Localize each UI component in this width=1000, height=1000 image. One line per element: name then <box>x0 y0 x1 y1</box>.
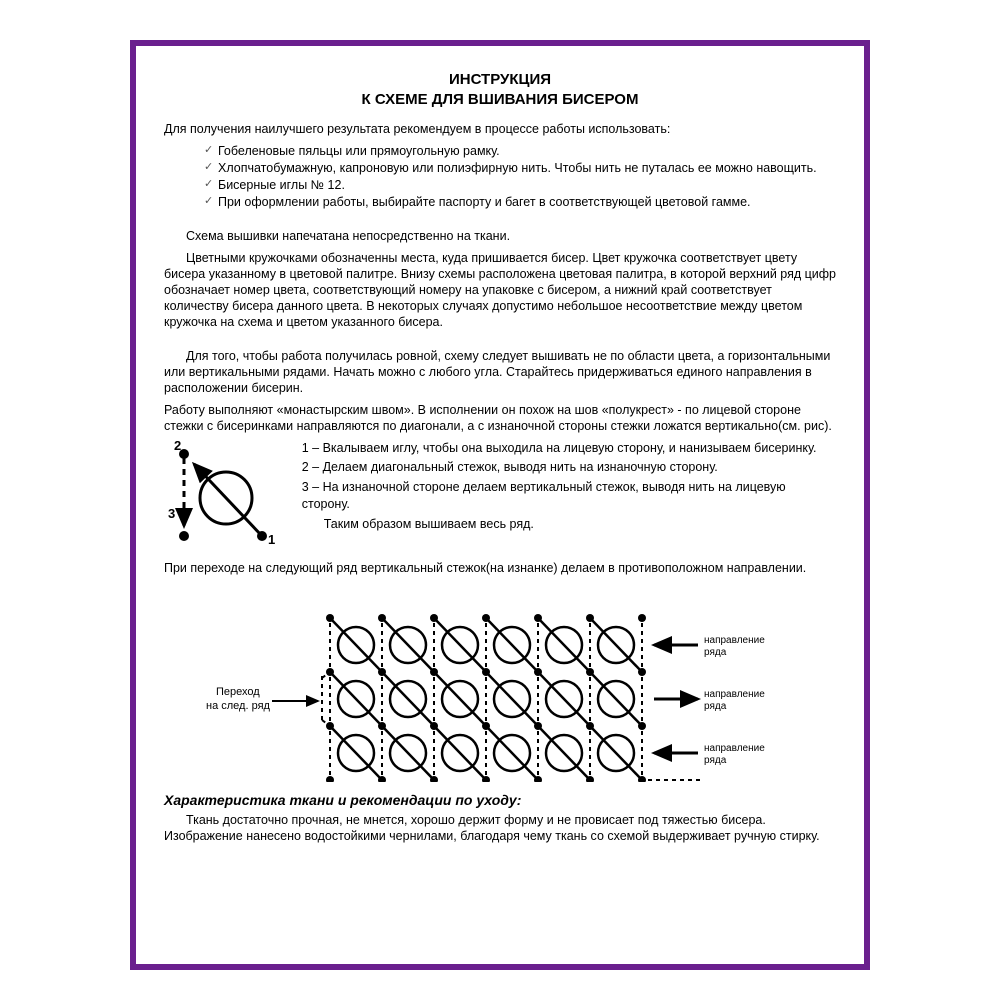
recommendation-item: При оформлении работы, выбирайте паспорт… <box>204 194 836 210</box>
document-frame: ИНСТРУКЦИЯ К СХЕМЕ ДЛЯ ВШИВАНИЯ БИСЕРОМ … <box>130 40 870 970</box>
step-1: 1 – Вкалываем иглу, чтобы она выходила н… <box>302 440 836 457</box>
stitch-diagram-row: 2 3 1 1 – Вкалываем иглу, чтобы она выходи… <box>164 440 836 550</box>
paragraph-scheme-printed: Схема вышивки напечатана непосредственно… <box>164 228 836 244</box>
recommendation-item: Хлопчатобумажную, капроновую или полиэфи… <box>204 160 836 176</box>
recommendation-item: Бисерные иглы № 12. <box>204 177 836 193</box>
paragraph-next-row: При переходе на следующий ряд вертикальн… <box>164 560 836 576</box>
svg-text:на след. ряд: на след. ряд <box>206 700 271 712</box>
step-summary: Таким образом вышиваем весь ряд. <box>302 516 836 533</box>
title-line-2: К СХЕМЕ ДЛЯ ВШИВАНИЯ БИСЕРОМ <box>362 91 639 108</box>
stitch-steps: 1 – Вкалываем иглу, чтобы она выходила н… <box>302 440 836 536</box>
recommendations-list: Гобеленовые пяльцы или прямоугольную рам… <box>204 143 836 210</box>
paragraph-monastery-stitch: Работу выполняют «монастырским швом». В … <box>164 402 836 434</box>
svg-text:направление: направление <box>704 689 765 700</box>
care-title: Характеристика ткани и рекомендации по у… <box>164 792 836 808</box>
svg-text:ряда: ряда <box>704 647 727 658</box>
step-3: 3 – На изнаночной стороне делаем вертика… <box>302 479 836 513</box>
svg-text:ряда: ряда <box>704 701 727 712</box>
paragraph-even-work: Для того, чтобы работа получилась ровной… <box>164 348 836 396</box>
svg-text:2: 2 <box>174 440 181 453</box>
svg-text:направление: направление <box>704 743 765 754</box>
step-2: 2 – Делаем диагональный стежок, выводя н… <box>302 459 836 476</box>
intro-paragraph: Для получения наилучшего результата реко… <box>164 121 836 137</box>
page-outer: ИНСТРУКЦИЯ К СХЕМЕ ДЛЯ ВШИВАНИЯ БИСЕРОМ … <box>0 0 1000 1000</box>
svg-text:1: 1 <box>268 532 275 547</box>
single-stitch-diagram: 2 3 1 <box>164 440 284 550</box>
document-title: ИНСТРУКЦИЯ К СХЕМЕ ДЛЯ ВШИВАНИЯ БИСЕРОМ <box>164 70 836 111</box>
title-line-1: ИНСТРУКЦИЯ <box>449 71 551 88</box>
svg-text:ряда: ряда <box>704 755 727 766</box>
svg-text:направление: направление <box>704 635 765 646</box>
recommendation-item: Гобеленовые пяльцы или прямоугольную рам… <box>204 143 836 159</box>
svg-text:3: 3 <box>168 506 175 521</box>
rows-direction-diagram: направлениеряданаправлениеряданаправлени… <box>200 582 800 782</box>
paragraph-color-circles: Цветными кружочками обозначенны места, к… <box>164 250 836 330</box>
svg-text:Переход: Переход <box>216 686 260 698</box>
care-text: Ткань достаточно прочная, не мнется, хор… <box>164 812 836 844</box>
